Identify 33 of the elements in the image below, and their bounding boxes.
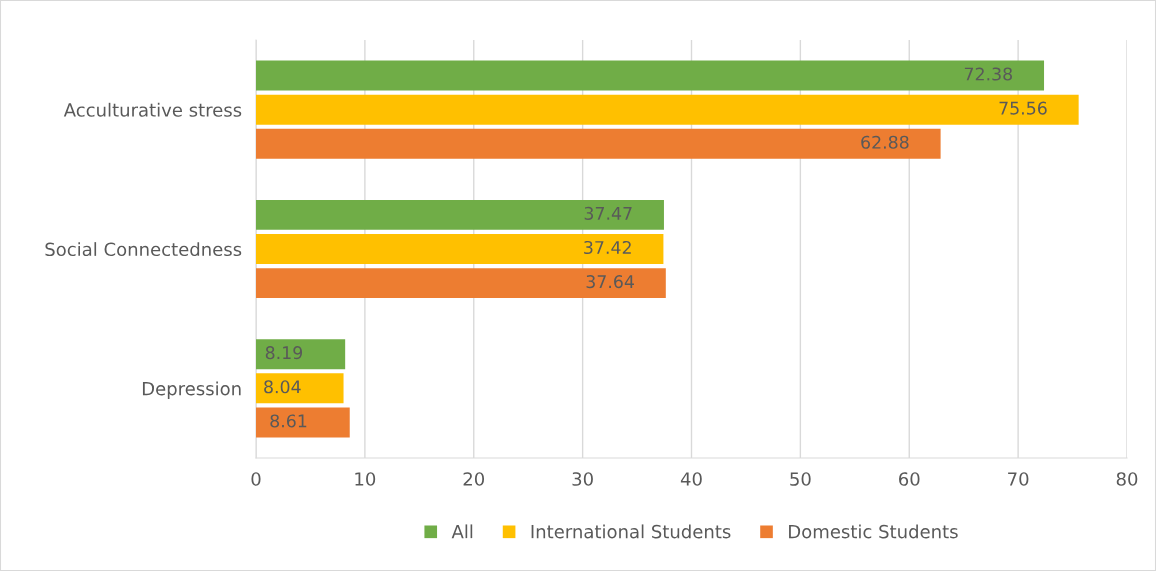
- bar: [256, 60, 1045, 91]
- legend-label: Domestic Students: [789, 524, 958, 539]
- bar: [256, 234, 664, 264]
- data-label: 75.56: [999, 101, 1047, 115]
- bar: [256, 199, 664, 230]
- x-tick-label: 10: [355, 472, 376, 486]
- data-label: 37.42: [584, 240, 631, 255]
- x-tick-label: 40: [680, 472, 702, 486]
- data-label: 8.19: [265, 346, 303, 360]
- x-tick-label: 0: [251, 472, 261, 486]
- x-tick-label: 60: [899, 472, 920, 486]
- bar: [256, 339, 346, 370]
- y-tick-label: Depression: [142, 381, 241, 399]
- data-label: 8.61: [270, 414, 307, 428]
- x-tick-label: 80: [1116, 472, 1138, 486]
- bar: [256, 407, 350, 438]
- bar: [256, 373, 344, 404]
- x-tick-label: 30: [572, 472, 593, 486]
- x-tick-label: 20: [463, 472, 485, 486]
- y-tick-label: Social Connectedness: [45, 242, 242, 257]
- y-tick-label: Acculturative stress: [63, 102, 242, 117]
- data-label: 62.88: [861, 135, 909, 149]
- legend-label: All: [451, 524, 473, 539]
- x-tick-label: 50: [790, 472, 811, 486]
- data-label: 8.04: [264, 380, 301, 394]
- legend-label: International Students: [531, 524, 731, 539]
- bar: [256, 268, 666, 299]
- bar: [256, 94, 1079, 125]
- data-label: 37.64: [586, 275, 634, 289]
- x-tick-label: 70: [1008, 472, 1029, 486]
- data-label: 37.47: [584, 206, 632, 220]
- bar: [256, 128, 941, 159]
- data-label: 72.38: [964, 67, 1012, 81]
